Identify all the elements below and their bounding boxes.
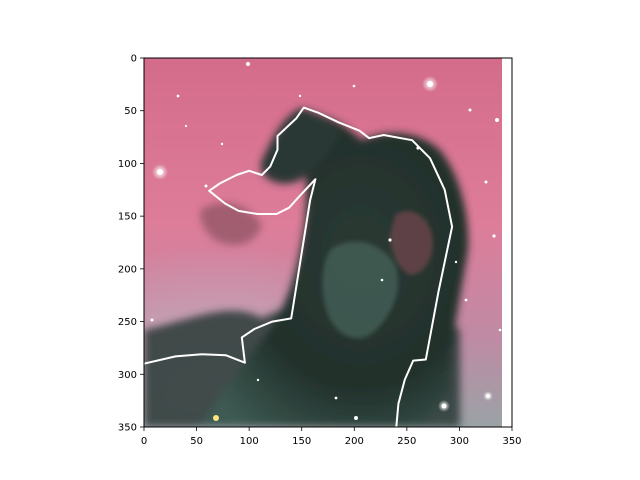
nebula-image <box>144 58 512 427</box>
red-pocket <box>390 211 433 275</box>
nebula-snout <box>260 108 340 184</box>
y-tick-label: 250 <box>118 317 137 328</box>
y-tick-label: 50 <box>124 106 137 117</box>
x-tick-label: 350 <box>502 436 521 447</box>
nebula-reddish-rim <box>200 202 262 245</box>
x-tick-label: 250 <box>397 436 416 447</box>
image-edge-strip <box>502 58 512 427</box>
y-tick-label: 300 <box>118 370 137 381</box>
y-tick-label: 100 <box>118 159 137 170</box>
x-tick-label: 100 <box>240 436 259 447</box>
teal-highlights <box>322 241 399 339</box>
x-axis: 0 50 100 150 200 250 300 350 <box>141 427 522 447</box>
x-tick-label: 0 <box>141 436 147 447</box>
y-tick-label: 0 <box>131 54 137 65</box>
stars <box>150 62 502 421</box>
x-tick-label: 50 <box>190 436 203 447</box>
y-tick-label: 150 <box>118 212 137 223</box>
x-tick-label: 150 <box>292 436 311 447</box>
y-tick-label: 350 <box>118 423 137 434</box>
white-outline-overlay <box>144 106 454 427</box>
y-tick-label: 200 <box>118 264 137 275</box>
x-tick-label: 300 <box>450 436 469 447</box>
y-axis: 0 50 100 150 200 250 300 350 <box>118 54 144 434</box>
x-tick-label: 200 <box>345 436 364 447</box>
axes-frame <box>143 57 513 428</box>
